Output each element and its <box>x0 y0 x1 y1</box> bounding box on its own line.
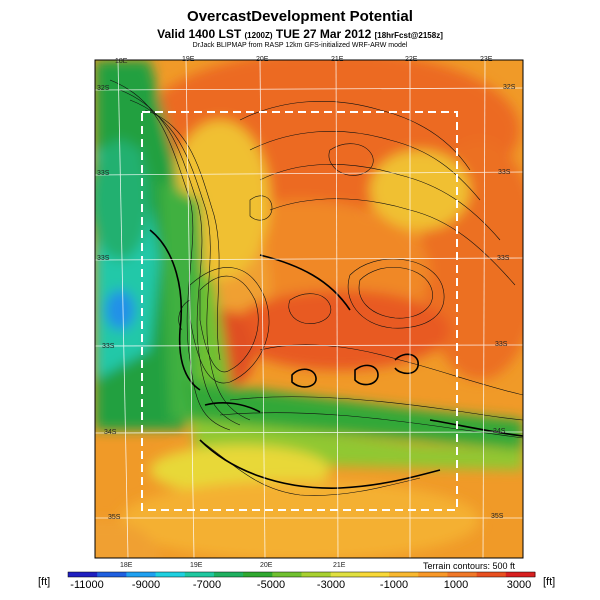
colorbar-cell <box>447 572 478 577</box>
lat-label-right: 34S <box>493 428 506 435</box>
colorbar-cell <box>359 572 390 577</box>
colorbar-cell <box>126 572 157 577</box>
lat-label-left: 35S <box>108 514 121 521</box>
lon-label-top: 23E <box>480 56 493 63</box>
lon-label-bottom: 21E <box>333 562 346 569</box>
lat-label-left: 33S <box>97 255 110 262</box>
lat-label-left: 33S <box>97 170 110 177</box>
map-title: OvercastDevelopment Potential <box>187 8 413 25</box>
lat-lon-grid <box>95 60 523 558</box>
colorbar-tick: -7000 <box>192 579 222 591</box>
colorbar-cell <box>184 572 215 577</box>
valid-utc: (1200Z) <box>244 31 273 40</box>
colorbar-unit-left: [ft] <box>38 576 51 588</box>
overcast-shading <box>95 60 523 558</box>
lon-label-top: 18E <box>115 58 128 65</box>
colorbar-cell <box>155 572 186 577</box>
colorbar-cell <box>243 572 273 577</box>
valid-date: TUE 27 Mar 2012 <box>275 27 372 41</box>
colorbar-unit-right: [ft] <box>543 576 556 588</box>
forecast-hour: [18hrFcst@2158z] <box>374 31 443 40</box>
lat-label-right: 33S <box>497 255 510 262</box>
valid-time-line: Valid 1400 LST (1200Z) TUE 27 Mar 2012 [… <box>0 27 600 41</box>
colorbar-tick: 1000 <box>443 579 469 591</box>
colorbar-tick: -9000 <box>131 579 161 591</box>
colorbar-cell <box>476 572 507 577</box>
colorbar-tick: -11000 <box>70 579 104 591</box>
lat-label-left: 34S <box>104 429 117 436</box>
map-subtitle: DrJack BLIPMAP from RASP 12km GFS-initia… <box>192 42 408 49</box>
colorbar-tick: -5000 <box>256 579 286 591</box>
lon-label-top: 21E <box>331 56 344 63</box>
colorbar-cell <box>505 572 536 577</box>
colorbar-cell <box>68 572 98 577</box>
colorbar-cell <box>418 572 448 577</box>
lat-label-left: 33S <box>102 343 115 350</box>
colorbar-cell <box>389 572 419 577</box>
lon-label-bottom: 19E <box>190 562 203 569</box>
colorbar-tick: 3000 <box>506 579 532 591</box>
lat-label-right: 32S <box>503 84 516 91</box>
lon-label-top: 22E <box>405 56 418 63</box>
colorbar-cell <box>301 572 332 577</box>
lat-label-right: 33S <box>495 341 508 348</box>
inner-domain-box <box>141 111 458 511</box>
colorbar-tick: -1000 <box>379 579 409 591</box>
lon-label-top: 19E <box>182 56 195 63</box>
lon-label-bottom: 20E <box>260 562 273 569</box>
colorbar-cell <box>213 572 244 577</box>
lon-label-bottom: 18E <box>120 562 133 569</box>
lon-label-top: 20E <box>256 56 269 63</box>
colorbar-cell <box>330 572 361 577</box>
colorbar-tick: -3000 <box>316 579 346 591</box>
lat-label-right: 35S <box>491 513 504 520</box>
lat-label-right: 33S <box>498 169 511 176</box>
terrain-contour-note: Terrain contours: 500 ft <box>422 561 515 571</box>
lat-label-left: 32S <box>97 85 110 92</box>
valid-main: Valid 1400 LST <box>157 27 242 41</box>
colorbar-cell <box>97 572 127 577</box>
map-frame <box>94 59 524 559</box>
colorbar-cell <box>272 572 302 577</box>
